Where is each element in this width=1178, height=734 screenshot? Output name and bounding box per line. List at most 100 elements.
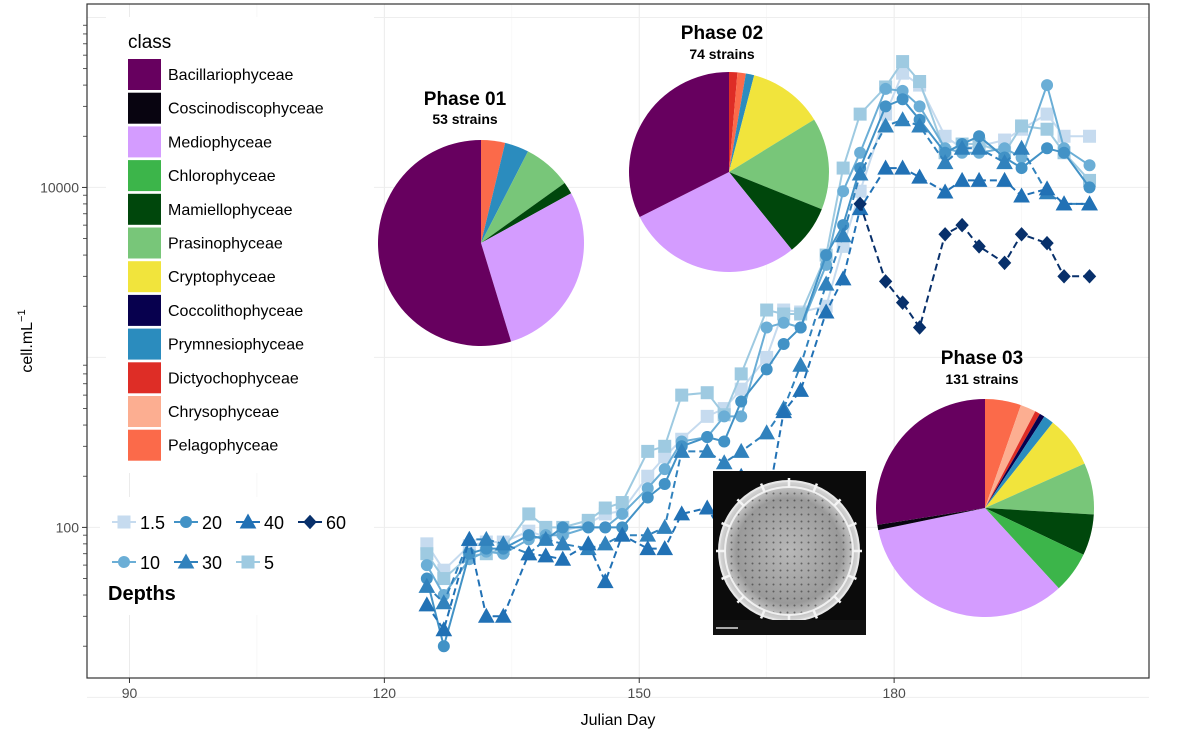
data-point [996, 154, 1013, 170]
data-point [494, 535, 512, 551]
depth-key-marker [117, 515, 131, 529]
data-point [879, 100, 892, 113]
data-point [554, 550, 572, 566]
data-point [837, 185, 850, 198]
data-point [996, 171, 1013, 187]
data-point [1013, 187, 1030, 203]
pie-slice [985, 405, 1036, 508]
diatom-spine [736, 595, 745, 604]
depth-key-marker [177, 553, 195, 569]
legend-label: Cryptophyceae [168, 269, 276, 286]
data-point [1040, 107, 1054, 121]
pie-slice [729, 72, 738, 172]
y-axis-title: cell.mL−1 [16, 309, 36, 372]
y-tick-label: 100 [56, 519, 80, 535]
pie-slice [729, 119, 830, 210]
data-point [658, 478, 671, 491]
data-point [896, 55, 910, 69]
legend-swatch [128, 429, 161, 461]
data-point [1038, 180, 1056, 196]
data-point [760, 321, 773, 334]
x-tick-label: 150 [628, 685, 652, 701]
data-point [896, 93, 909, 106]
data-point [435, 621, 453, 637]
data-point [613, 526, 631, 542]
data-point [1040, 122, 1054, 136]
pie-slice [877, 508, 985, 531]
legend-swatch [128, 362, 161, 394]
data-point [418, 577, 436, 593]
micrograph-info-bar [713, 620, 866, 635]
data-point [675, 388, 689, 402]
data-point [641, 491, 654, 504]
pie-subtitle: 131 strains [945, 371, 1018, 387]
data-point [641, 469, 655, 483]
diatom-spine [812, 609, 819, 619]
data-point [1081, 195, 1098, 211]
legend-swatch [128, 261, 161, 293]
pie-slice [729, 73, 755, 172]
depth-key-5: 5 [236, 553, 274, 573]
diatom-pores [725, 487, 853, 615]
plot-border [86, 3, 1150, 679]
pie-subtitle: 74 strains [689, 46, 755, 62]
data-point [913, 74, 927, 88]
depth-key-40: 40 [236, 513, 284, 533]
data-point [718, 435, 731, 448]
depth-legend-background [100, 497, 374, 615]
pie-phase-2: Phase 02 74 strains [629, 23, 830, 272]
sem-micrograph [713, 471, 866, 635]
data-point [420, 547, 434, 561]
depth-key-marker [118, 556, 130, 568]
data-point [641, 444, 655, 458]
pie-slice [985, 463, 1094, 515]
pie-slice [985, 399, 1021, 508]
data-point [1083, 129, 1097, 143]
data-point [715, 454, 733, 470]
data-point [853, 107, 867, 121]
data-point [1083, 159, 1096, 172]
legend-swatch [128, 160, 161, 192]
series-60 [853, 196, 1097, 335]
legend-swatch [128, 227, 161, 259]
data-point [698, 442, 716, 458]
data-point [894, 159, 911, 175]
data-point [420, 559, 433, 572]
data-point [615, 496, 629, 510]
pie-slice [985, 508, 1094, 555]
data-point [477, 530, 495, 546]
data-point [735, 395, 748, 408]
data-point [556, 521, 569, 534]
depth-key-label: 30 [202, 553, 222, 573]
pie-title: Phase 02 [681, 23, 763, 44]
data-point [734, 367, 748, 381]
data-point [494, 607, 512, 623]
legend-label: Chlorophyceae [168, 168, 276, 185]
data-point [894, 111, 911, 127]
diatom-spine [847, 574, 857, 581]
depth-key-10: 10 [112, 553, 160, 573]
data-point [936, 154, 954, 170]
depth-key-label: 40 [264, 513, 284, 533]
data-point [437, 572, 451, 586]
data-point [598, 501, 612, 515]
data-point [522, 529, 535, 542]
data-point [836, 161, 850, 175]
data-point [877, 117, 894, 133]
legend-swatch [128, 92, 161, 124]
data-point [953, 139, 971, 155]
x-tick-label: 120 [373, 685, 397, 701]
pie-slice [985, 413, 1045, 508]
data-point [820, 249, 833, 262]
data-point [477, 607, 495, 623]
depth-key-label: 20 [202, 513, 222, 533]
y-axis-title-text: cell.mL [19, 322, 36, 373]
pie-slice [378, 140, 512, 346]
data-point [673, 442, 691, 458]
pie-slice [481, 140, 506, 243]
data-point [997, 255, 1012, 271]
legend-label: Coccolithophyceae [168, 303, 303, 320]
pie-phase-3: Phase 03 131 strains [875, 348, 1094, 617]
pie-slice [729, 72, 746, 172]
depth-key-label: 1.5 [140, 513, 165, 533]
